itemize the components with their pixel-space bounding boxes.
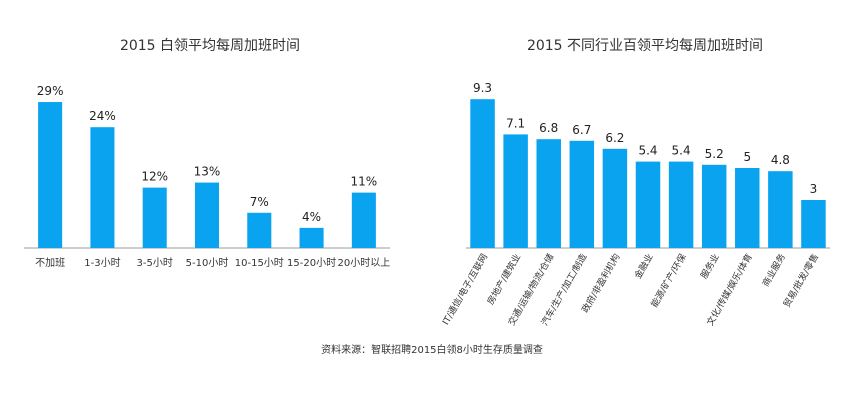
data-label: 5.4 [672,144,691,158]
category-tick-label: 房地产/建筑业 [484,252,523,307]
category-tick-label: 1-3小时 [84,257,120,269]
right-chart-title: 2015 不同行业百领平均每周加班时间 [527,38,763,54]
data-label: 5 [743,150,751,164]
data-label: 7% [250,195,269,209]
data-label: 4% [302,210,321,224]
bar [602,148,628,248]
data-label: 12% [141,170,168,184]
right-chart: 9.3IT/通信/电子/互联网7.1房地产/建筑业6.8交通/运输/物流/仓储6… [440,81,830,328]
bar [635,161,661,248]
bar [801,200,826,248]
data-label: 5.4 [638,144,657,158]
category-tick-label: 10-15小时 [235,257,284,269]
category-tick-label: 金融业 [632,252,656,281]
category-tick-label: 20小时以上 [337,257,390,269]
bar [668,161,694,248]
data-label: 6.7 [572,123,591,137]
bar [768,171,793,248]
left-chart-title: 2015 白领平均每周加班时间 [120,38,300,54]
bar [701,164,727,248]
bar [470,99,495,248]
bar [735,168,760,248]
bar [299,227,324,248]
bar [503,134,528,248]
data-label: 7.1 [506,116,525,130]
bar [90,127,115,248]
bar [142,187,167,248]
left-chart: 29% 不加班 24% 1-3小时 12% 3-5小时 13% 5-10小时 7% 10-15小时… [24,84,390,269]
data-label: 4.8 [771,153,790,167]
data-label: 9.3 [473,81,492,95]
data-label: 6.8 [539,121,558,135]
category-tick-label: 不加班 [35,257,65,269]
bar [536,139,561,248]
category-tick-label: 5-10小时 [186,257,229,269]
data-label: 24% [89,109,116,123]
category-tick-label: 商业服务 [760,252,788,289]
data-label: 29% [37,84,64,98]
category-tick-label: 15-20小时 [287,257,336,269]
category-tick-label: IT/通信/电子/互联网 [440,251,491,326]
data-label: 3 [810,182,818,196]
data-label: 11% [351,175,378,189]
category-tick-label: 能源/矿产/环保 [648,252,688,310]
bar [38,102,63,249]
category-tick-label: 贸易/批发/零售 [781,252,821,310]
category-tick-label: 3-5小时 [137,257,173,269]
bar [247,212,272,248]
data-label: 6.2 [605,131,624,145]
source-note: 资料来源：智联招聘2015白领8小时生存质量调查 [321,343,543,356]
category-tick-label: 服务业 [698,252,722,281]
bar [351,192,376,248]
bar [194,182,220,248]
data-label: 13% [194,165,221,179]
data-label: 5.2 [705,147,724,161]
bar [569,140,595,248]
